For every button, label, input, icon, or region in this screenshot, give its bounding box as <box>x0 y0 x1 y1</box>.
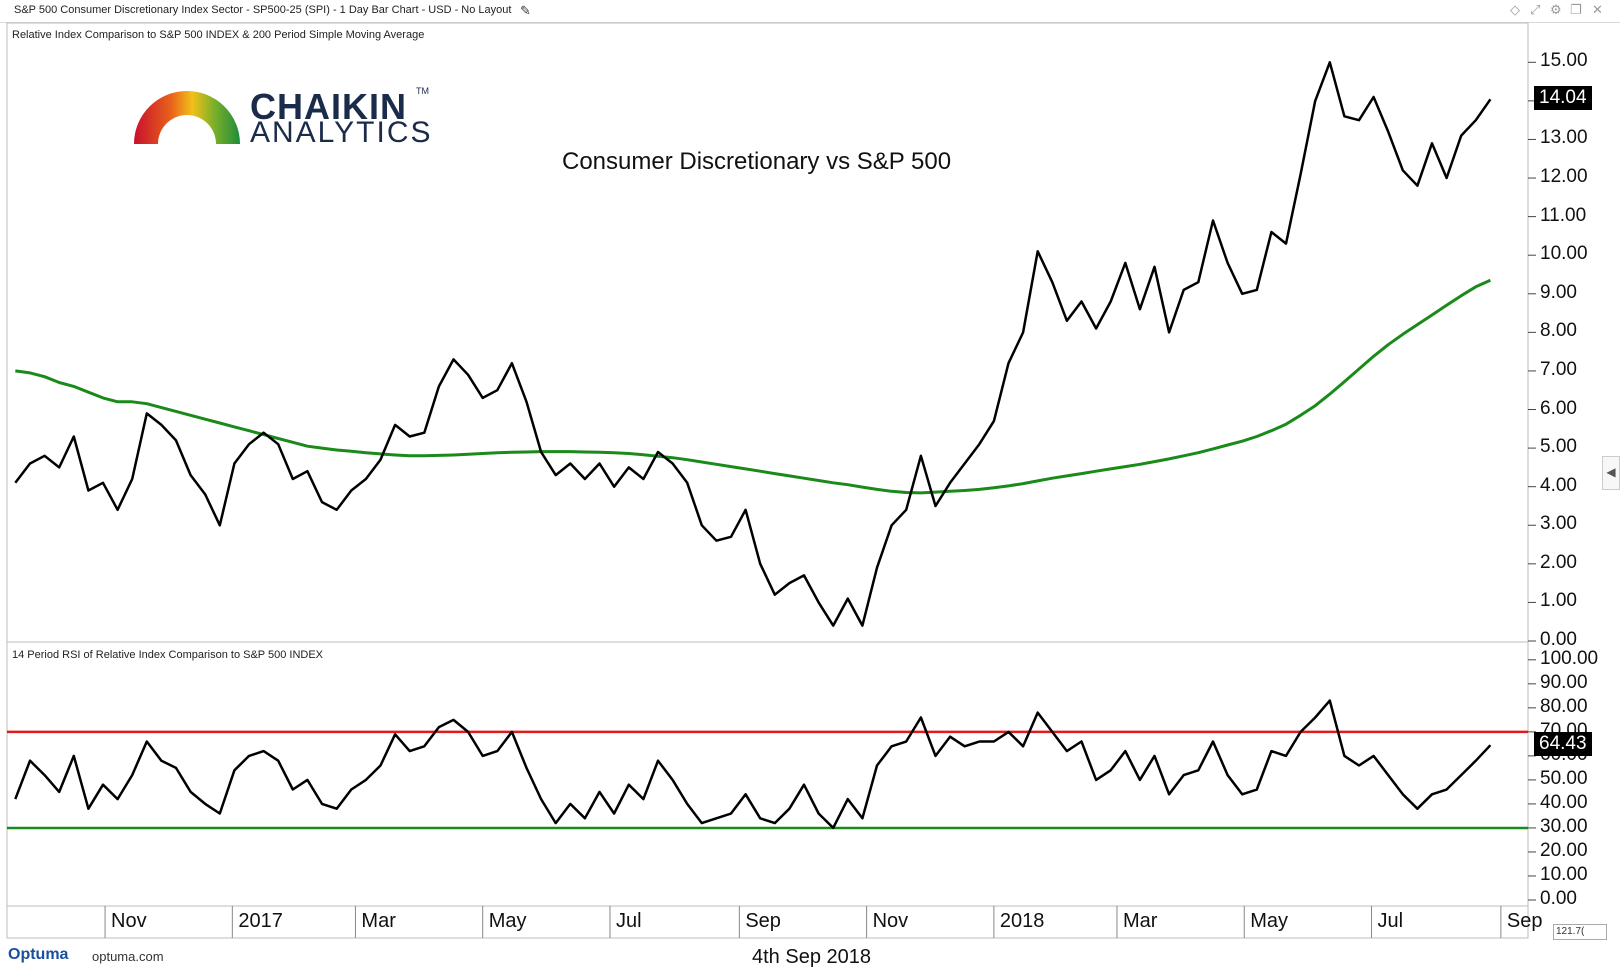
price-y-tick-label: 7.00 <box>1540 358 1577 380</box>
price-y-tick-label: 1.00 <box>1540 590 1577 612</box>
pencil-icon[interactable]: ✎ <box>520 3 531 18</box>
chart-header-title: S&P 500 Consumer Discretionary Index Sec… <box>14 4 512 16</box>
rsi-y-tick-label: 40.00 <box>1540 791 1588 813</box>
x-tick-label: Sep <box>745 910 781 932</box>
logo-word-analytics: ANALYTICS <box>250 116 433 149</box>
footer-date: 4th Sep 2018 <box>752 946 871 968</box>
optuma-url[interactable]: optuma.com <box>92 949 164 964</box>
chaikin-logo: CHAIKIN TM ANALYTICS <box>130 86 433 156</box>
x-tick-label: Nov <box>111 910 147 932</box>
price-y-tick-label: 2.00 <box>1540 551 1577 573</box>
rsi-y-tick-label: 90.00 <box>1540 671 1588 693</box>
price-y-tick-label: 8.00 <box>1540 320 1577 342</box>
rsi-panel-title: 14 Period RSI of Relative Index Comparis… <box>12 649 324 661</box>
price-panel-title: Relative Index Comparison to S&P 500 IND… <box>12 29 425 41</box>
diamond-icon[interactable]: ◇ <box>1510 2 1520 17</box>
rsi-y-tick-label: 100.00 <box>1540 647 1599 669</box>
chart-header-bar: S&P 500 Consumer Discretionary Index Sec… <box>0 0 1620 23</box>
expand-panel-arrow-icon[interactable]: ◀ <box>1602 456 1620 490</box>
zoom-readout[interactable]: 121.7( <box>1553 924 1607 940</box>
price-y-tick-label: 15.00 <box>1540 50 1588 72</box>
restore-icon[interactable]: ❐ <box>1570 2 1582 17</box>
x-tick-label: Mar <box>1122 910 1158 932</box>
rsi-y-tick-label: 80.00 <box>1540 695 1588 717</box>
rsi-y-tick-label: 20.00 <box>1540 839 1588 861</box>
logo-trademark: TM <box>416 86 429 96</box>
x-tick-label: 2018 <box>999 910 1045 932</box>
rsi-y-tick-label: 10.00 <box>1540 863 1588 885</box>
pin-icon[interactable]: ⤢ <box>1530 2 1541 17</box>
x-tick-label: Sep <box>1506 910 1543 932</box>
rsi-y-tick-label: 50.00 <box>1540 767 1588 789</box>
x-tick-label: Jul <box>1377 910 1404 932</box>
rsi-line <box>14 699 1492 830</box>
optuma-brand-label: Optuma <box>8 946 69 963</box>
optuma-logo: Optuma <box>8 946 68 964</box>
close-icon[interactable]: ✕ <box>1592 2 1603 17</box>
plot-frame <box>6 22 1529 939</box>
price-y-tick-label: 13.00 <box>1540 127 1588 149</box>
price-y-tick-label: 3.00 <box>1540 513 1577 535</box>
price-y-tick-label: 10.00 <box>1540 243 1588 265</box>
settings-icon[interactable]: ⚙ <box>1550 2 1562 17</box>
gauge-logo-icon <box>134 91 240 144</box>
logo-word-chaikin: CHAIKIN <box>250 86 407 127</box>
price-y-tick-label: 5.00 <box>1540 436 1577 458</box>
relative-index-line <box>14 61 1492 627</box>
price-y-tick-label: 4.00 <box>1540 474 1577 496</box>
price-last-value-badge: 14.04 <box>1534 86 1592 111</box>
chart-title: Consumer Discretionary vs S&P 500 <box>562 148 952 175</box>
rsi-last-value-badge: 64.43 <box>1534 732 1592 757</box>
x-tick-label: May <box>488 910 527 932</box>
x-tick-label: May <box>1250 910 1289 932</box>
price-y-tick-label: 12.00 <box>1540 166 1588 188</box>
x-tick-label: Nov <box>872 910 909 932</box>
x-tick-label: Mar <box>361 910 396 932</box>
price-y-tick-label: 6.00 <box>1540 397 1577 419</box>
price-y-tick-label: 9.00 <box>1540 281 1577 303</box>
price-y-tick-label: 11.00 <box>1540 204 1587 226</box>
x-tick-label: 2017 <box>238 910 283 932</box>
rsi-y-tick-label: 0.00 <box>1540 888 1577 909</box>
rsi-y-tick-label: 30.00 <box>1540 815 1588 837</box>
x-tick-label: Jul <box>615 910 642 932</box>
price-y-tick-label: 0.00 <box>1540 629 1577 650</box>
